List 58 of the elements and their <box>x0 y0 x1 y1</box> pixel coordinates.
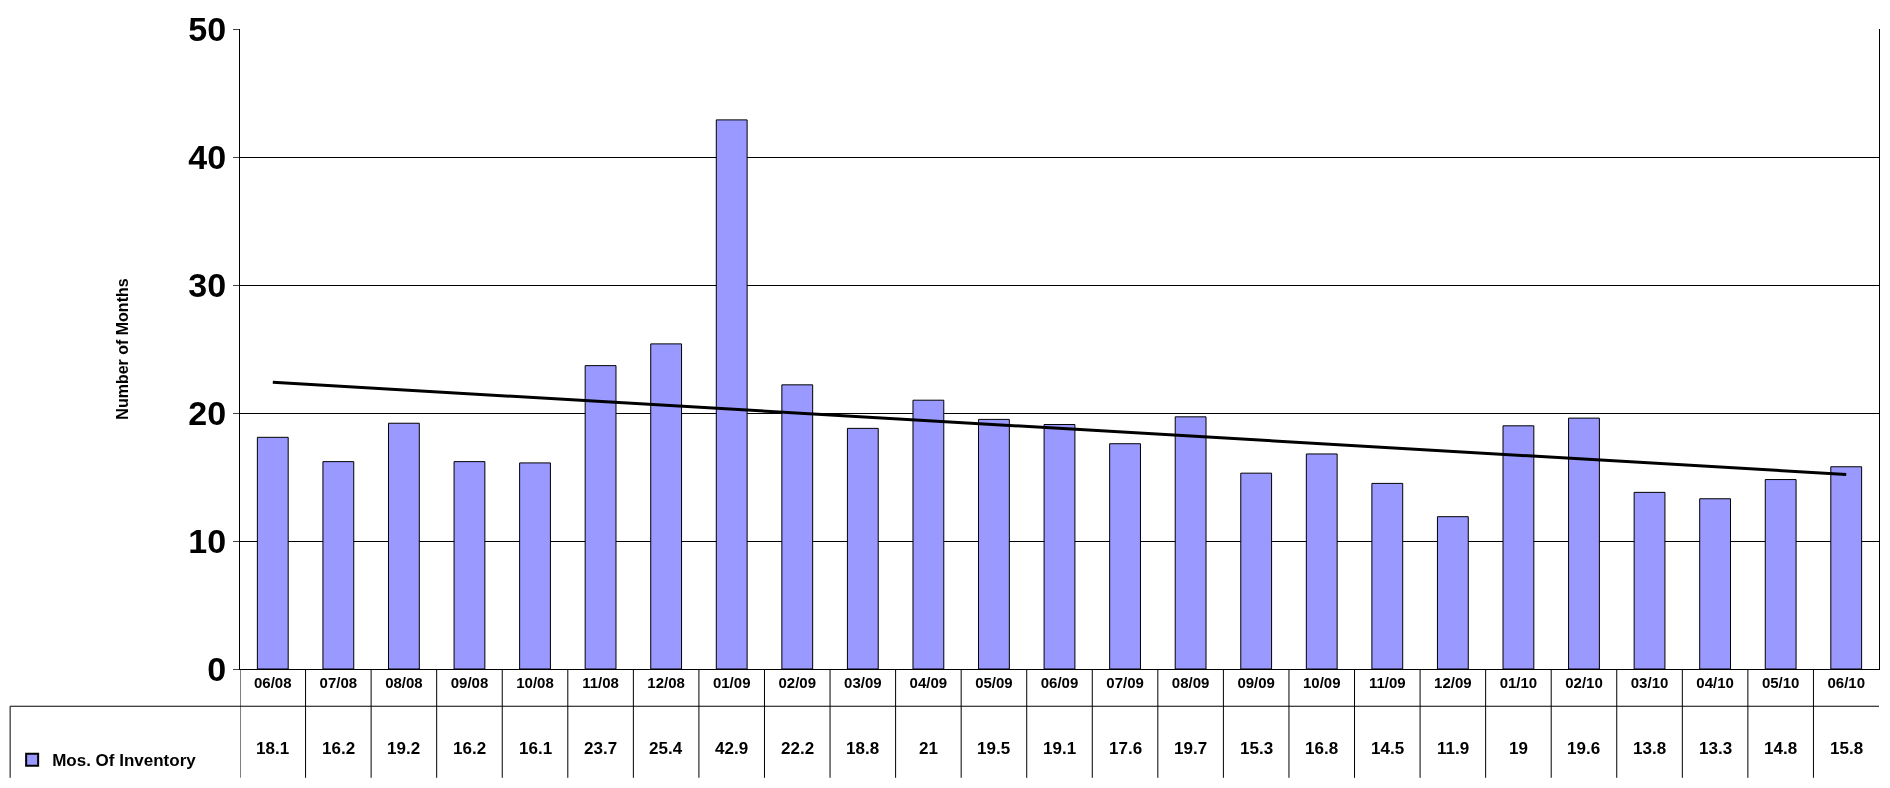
y-tick-label: 20 <box>188 393 227 432</box>
y-tick-label: 10 <box>188 521 227 560</box>
y-tick-label: 40 <box>188 137 227 176</box>
data-label: 19.5 <box>977 739 1011 758</box>
x-tick-label: 06/10 <box>1827 674 1865 691</box>
data-label: 17.6 <box>1109 739 1143 758</box>
legend-label: Mos. Of Inventory <box>52 751 197 771</box>
x-tick-label: 08/08 <box>385 674 423 691</box>
data-label: 19.7 <box>1174 739 1208 758</box>
data-label: 19.6 <box>1567 739 1601 758</box>
x-tick-label: 11/09 <box>1368 674 1406 691</box>
data-label: 14.5 <box>1371 739 1405 758</box>
y-axis-title: Number of Months <box>114 278 132 420</box>
y-tick-label: 30 <box>188 265 227 304</box>
x-tick-label: 09/09 <box>1237 674 1275 691</box>
data-label: 16.1 <box>519 739 553 758</box>
x-tick-label: 11/08 <box>582 674 619 691</box>
x-tick-label: 01/09 <box>712 674 751 691</box>
data-label: 23.7 <box>584 739 618 758</box>
data-label: 13.8 <box>1633 739 1667 758</box>
data-label: 19.1 <box>1043 739 1077 758</box>
data-label: 13.3 <box>1699 739 1733 758</box>
x-tick-label: 07/08 <box>319 674 358 691</box>
x-tick-label: 12/08 <box>647 674 685 691</box>
x-tick-label: 03/09 <box>844 674 882 691</box>
data-label: 19.2 <box>387 739 421 758</box>
data-label: 42.9 <box>715 739 749 758</box>
x-tick-label: 09/08 <box>450 674 489 691</box>
x-tick-label: 10/08 <box>516 674 554 691</box>
x-tick-label: 06/09 <box>1040 674 1079 691</box>
data-label: 16.8 <box>1305 739 1339 758</box>
y-tick-label: 0 <box>207 649 227 688</box>
data-label: 15.3 <box>1240 739 1274 758</box>
x-tick-label: 07/09 <box>1106 674 1144 691</box>
x-tick-label: 02/10 <box>1565 674 1603 691</box>
data-label: 18.1 <box>256 739 290 758</box>
x-tick-label: 05/09 <box>975 674 1013 691</box>
data-label: 11.9 <box>1437 739 1470 758</box>
data-label: 15.8 <box>1830 739 1864 758</box>
data-label: 14.8 <box>1764 739 1798 758</box>
x-tick-label: 12/09 <box>1434 674 1472 691</box>
data-label: 22.2 <box>781 739 815 758</box>
x-tick-label: 10/09 <box>1302 674 1341 691</box>
data-label: 18.8 <box>846 739 880 758</box>
x-tick-label: 04/09 <box>909 674 948 691</box>
data-label: 16.2 <box>322 739 356 758</box>
data-label: 16.2 <box>453 739 487 758</box>
x-tick-label: 01/10 <box>1499 674 1538 691</box>
data-label: 19 <box>1509 739 1528 758</box>
x-tick-label: 06/08 <box>254 674 292 691</box>
y-tick-label: 50 <box>188 9 227 48</box>
x-tick-label: 02/09 <box>778 674 817 691</box>
data-label: 21 <box>919 739 938 758</box>
x-tick-label: 03/10 <box>1630 674 1669 691</box>
data-label: 25.4 <box>649 739 683 758</box>
x-tick-label: 08/09 <box>1171 674 1210 691</box>
x-tick-label: 05/10 <box>1761 674 1800 691</box>
x-tick-label: 04/10 <box>1696 674 1734 691</box>
